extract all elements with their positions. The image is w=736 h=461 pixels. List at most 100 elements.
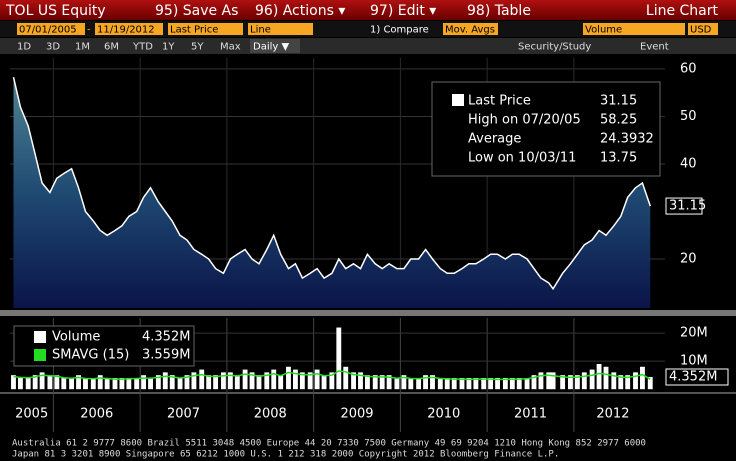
volume-bar (488, 377, 494, 390)
volume-bar (495, 377, 500, 390)
volume-bar (69, 377, 75, 390)
volume-bar (459, 377, 465, 390)
volume-bar (249, 372, 255, 390)
volume-bar (509, 377, 515, 390)
volume-bar (271, 369, 277, 390)
volume-bar (538, 372, 544, 390)
footer: Japan 81 3 3201 8900 Singapore 65 6212 1… (12, 450, 559, 460)
x-tick-label: 2005 (15, 407, 48, 422)
volume-bar (213, 375, 219, 390)
actions[interactable]: 96) Actions ▾ (255, 3, 345, 19)
style[interactable]: Line (250, 25, 271, 36)
mov-avgs[interactable]: Mov. Avgs (445, 25, 495, 36)
legend-label: SMAVG (15) (52, 348, 129, 363)
volume-bar (32, 375, 38, 390)
lower[interactable]: Volume (585, 25, 622, 36)
volume-bar (112, 377, 118, 390)
x-tick-label: 2010 (427, 407, 460, 422)
legend-stat: 58.25 (600, 113, 637, 128)
volume-bar (531, 375, 537, 390)
volume-bar (119, 377, 125, 390)
volume-bar (379, 375, 385, 390)
volume-bar (574, 375, 580, 390)
volume-bar (76, 375, 81, 390)
legend-stat: 31.15 (600, 94, 637, 109)
legend-stat: 4.352M (142, 330, 190, 345)
y-tick-label: 60 (680, 61, 697, 76)
legend-label: High on 07/20/05 (468, 113, 581, 128)
legend-label: Volume (52, 330, 100, 345)
volume-bar (25, 377, 31, 390)
volume-bar (372, 375, 378, 390)
volume-bar (358, 372, 363, 390)
compare[interactable]: 1) Compare (370, 25, 429, 36)
volume-bar (206, 375, 212, 390)
panel-divider (0, 310, 736, 316)
legend-box (431, 81, 661, 177)
volume-bar (162, 372, 168, 390)
volume-bar (603, 366, 609, 390)
volume-bar (550, 372, 556, 390)
volume-bar (502, 377, 508, 390)
volume-bar (516, 377, 522, 390)
volume-bar (199, 369, 205, 390)
period-button[interactable]: 1M (75, 42, 90, 53)
start-date[interactable]: 07/01/2005 (19, 25, 77, 36)
y-tick-label: 20 (680, 252, 697, 267)
volume-bar (54, 375, 60, 390)
event[interactable]: Event (640, 42, 669, 53)
volume-bar (148, 377, 153, 390)
view[interactable]: Line Chart (646, 3, 719, 19)
period-button[interactable]: 1Y (162, 42, 175, 53)
volume-bar (401, 375, 407, 390)
security[interactable]: TOL US Equity (5, 3, 106, 19)
volume-bar (336, 327, 342, 390)
period-button[interactable]: Max (220, 42, 241, 53)
price-area (13, 77, 651, 308)
field[interactable]: Last Price (170, 25, 218, 36)
volume-bar (633, 372, 638, 390)
volume-bar (278, 375, 284, 390)
end-date[interactable]: 11/19/2012 (97, 25, 155, 36)
volume-bar (581, 372, 587, 390)
volume-bar (430, 375, 435, 390)
study[interactable]: Security/Study (518, 42, 591, 53)
y-tick-label: 20M (680, 326, 708, 341)
save-as[interactable]: 95) Save As (155, 3, 238, 19)
edit[interactable]: 97) Edit ▾ (370, 3, 436, 19)
currency[interactable]: USD (690, 25, 712, 36)
volume-bar (234, 375, 240, 390)
volume-bar (264, 372, 270, 390)
last-tag: 4.352M (669, 369, 717, 384)
volume-bar (568, 375, 573, 390)
field-box (583, 23, 685, 35)
volume-bar (365, 375, 370, 390)
period-button[interactable]: 3D (46, 42, 60, 53)
volume-bar (134, 377, 140, 390)
period-button[interactable]: 6M (104, 42, 119, 53)
table[interactable]: 98) Table (467, 3, 531, 19)
period-button[interactable]: 5Y (191, 42, 204, 53)
x-tick-label: 2006 (80, 407, 113, 422)
volume-bar (184, 375, 190, 390)
volume-bar (640, 366, 645, 390)
x-tick-label: 2009 (340, 407, 373, 422)
field-box (688, 23, 718, 35)
volume-bar (408, 377, 414, 390)
legend-label: Average (468, 132, 521, 147)
period-button[interactable]: 1D (17, 42, 31, 53)
volume-bar (560, 375, 566, 390)
volume-bar (466, 377, 472, 390)
frequency[interactable]: Daily ▼ (253, 42, 289, 53)
legend-label: Low on 10/03/11 (468, 151, 576, 166)
toolbar (0, 0, 736, 20)
period-button[interactable]: YTD (132, 42, 153, 53)
x-tick-label: 2012 (596, 407, 629, 422)
volume-bar (104, 377, 110, 390)
volume-bar (11, 375, 16, 390)
legend-swatch (452, 94, 464, 106)
volume-bar (83, 377, 88, 390)
volume-bar (423, 375, 428, 390)
